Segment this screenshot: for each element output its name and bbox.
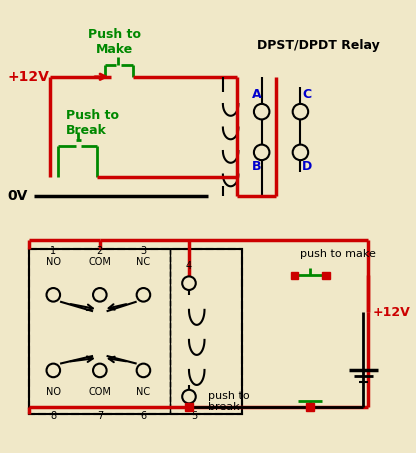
- Text: Push to
Break: Push to Break: [66, 109, 119, 137]
- Text: 7: 7: [97, 411, 103, 421]
- Bar: [306, 403, 314, 411]
- Text: B: B: [252, 160, 262, 173]
- Text: 3: 3: [140, 246, 146, 256]
- Text: DPST/DPDT Relay: DPST/DPDT Relay: [257, 39, 379, 52]
- Circle shape: [182, 276, 196, 290]
- Text: NO: NO: [46, 257, 61, 267]
- Text: 6: 6: [140, 411, 146, 421]
- Text: C: C: [302, 88, 312, 101]
- Text: 2: 2: [97, 246, 103, 256]
- Circle shape: [47, 364, 60, 377]
- Circle shape: [136, 288, 150, 302]
- Bar: [185, 403, 193, 411]
- Circle shape: [254, 104, 270, 120]
- Text: COM: COM: [88, 387, 111, 397]
- Text: NC: NC: [136, 257, 151, 267]
- Bar: [291, 271, 299, 280]
- Text: 1: 1: [50, 246, 56, 256]
- Text: A: A: [252, 88, 262, 101]
- Text: 5: 5: [191, 411, 197, 421]
- Bar: [29, 249, 242, 414]
- Text: NO: NO: [46, 387, 61, 397]
- Text: COM: COM: [88, 257, 111, 267]
- Circle shape: [47, 288, 60, 302]
- Text: +12V: +12V: [8, 70, 50, 84]
- Circle shape: [136, 364, 150, 377]
- Text: D: D: [302, 160, 312, 173]
- Text: push to
break: push to break: [208, 391, 250, 412]
- Circle shape: [93, 364, 106, 377]
- Text: NC: NC: [136, 387, 151, 397]
- Text: 0V: 0V: [8, 189, 28, 203]
- Circle shape: [254, 145, 270, 160]
- Bar: [29, 249, 242, 414]
- Bar: [322, 271, 329, 280]
- Circle shape: [293, 145, 308, 160]
- Text: 4: 4: [186, 260, 192, 270]
- Text: 8: 8: [50, 411, 56, 421]
- Text: +12V: +12V: [373, 306, 411, 319]
- Circle shape: [182, 390, 196, 403]
- Circle shape: [93, 288, 106, 302]
- Text: push to make: push to make: [300, 249, 376, 259]
- Circle shape: [293, 104, 308, 120]
- Text: Push to
Make: Push to Make: [88, 28, 141, 56]
